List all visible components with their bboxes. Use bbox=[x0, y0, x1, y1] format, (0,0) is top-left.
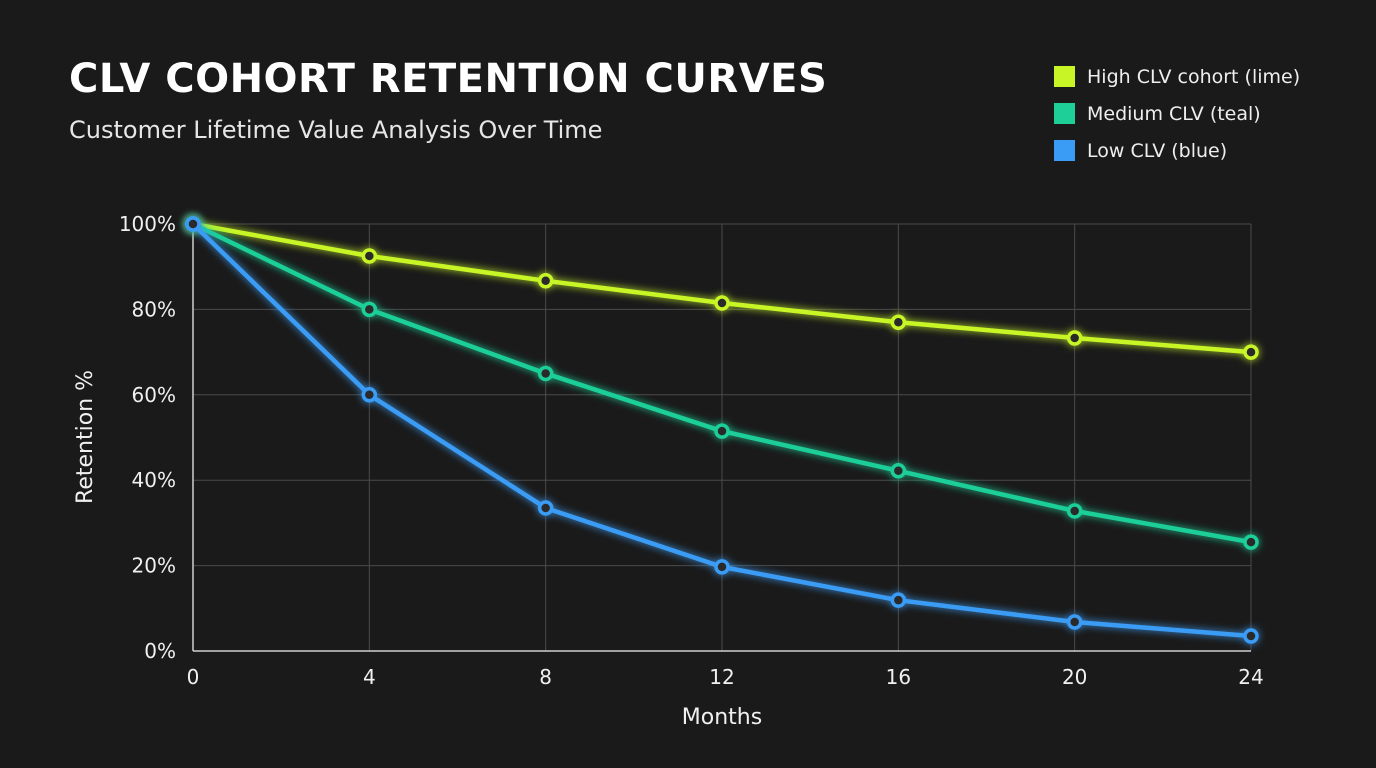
data-point bbox=[714, 559, 730, 575]
x-tick-label: 8 bbox=[539, 665, 552, 689]
legend-item-medium: Medium CLV (teal) bbox=[1054, 95, 1300, 132]
data-point bbox=[361, 248, 378, 264]
data-point bbox=[361, 301, 378, 318]
x-tick-label: 24 bbox=[1238, 665, 1263, 689]
y-tick-label: 60% bbox=[132, 383, 176, 407]
data-point bbox=[890, 463, 907, 479]
legend-label: High CLV cohort (lime) bbox=[1087, 65, 1301, 88]
data-point bbox=[1066, 614, 1083, 630]
legend-swatch bbox=[1054, 66, 1075, 87]
data-point bbox=[537, 365, 554, 382]
legend-item-low: Low CLV (blue) bbox=[1054, 132, 1300, 169]
data-point bbox=[1243, 534, 1259, 550]
data-point bbox=[714, 295, 730, 311]
x-tick-label: 12 bbox=[709, 665, 734, 689]
x-tick-label: 20 bbox=[1062, 665, 1087, 689]
legend-swatch bbox=[1054, 103, 1075, 124]
data-point bbox=[890, 314, 907, 330]
data-point bbox=[890, 592, 907, 608]
y-axis-label: Retention % bbox=[73, 370, 98, 504]
y-tick-label: 100% bbox=[119, 212, 176, 236]
legend: High CLV cohort (lime) Medium CLV (teal)… bbox=[1054, 58, 1300, 169]
data-point bbox=[1066, 330, 1083, 346]
data-point bbox=[1066, 503, 1083, 519]
data-point bbox=[714, 423, 730, 439]
data-point bbox=[185, 216, 201, 232]
legend-item-high: High CLV cohort (lime) bbox=[1054, 58, 1300, 95]
legend-label: Medium CLV (teal) bbox=[1087, 102, 1261, 125]
legend-label: Low CLV (blue) bbox=[1087, 139, 1228, 162]
x-tick-label: 16 bbox=[886, 665, 911, 689]
legend-swatch bbox=[1054, 140, 1075, 161]
x-tick-label: 4 bbox=[363, 665, 376, 689]
y-tick-label: 40% bbox=[132, 468, 176, 492]
series-2 bbox=[185, 216, 1259, 644]
data-point bbox=[537, 273, 554, 289]
y-tick-label: 20% bbox=[132, 554, 176, 578]
x-tick-label: 0 bbox=[187, 665, 200, 689]
data-point bbox=[537, 500, 554, 516]
data-point bbox=[361, 387, 378, 403]
data-point bbox=[1243, 344, 1259, 360]
y-tick-label: 80% bbox=[132, 297, 176, 321]
x-axis-label: Months bbox=[682, 705, 762, 730]
series-0 bbox=[185, 216, 1259, 360]
chart-subtitle: Customer Lifetime Value Analysis Over Ti… bbox=[69, 116, 603, 144]
data-point bbox=[1243, 628, 1259, 644]
chart-title: CLV COHORT RETENTION CURVES bbox=[69, 56, 828, 102]
y-tick-label: 0% bbox=[144, 639, 176, 663]
